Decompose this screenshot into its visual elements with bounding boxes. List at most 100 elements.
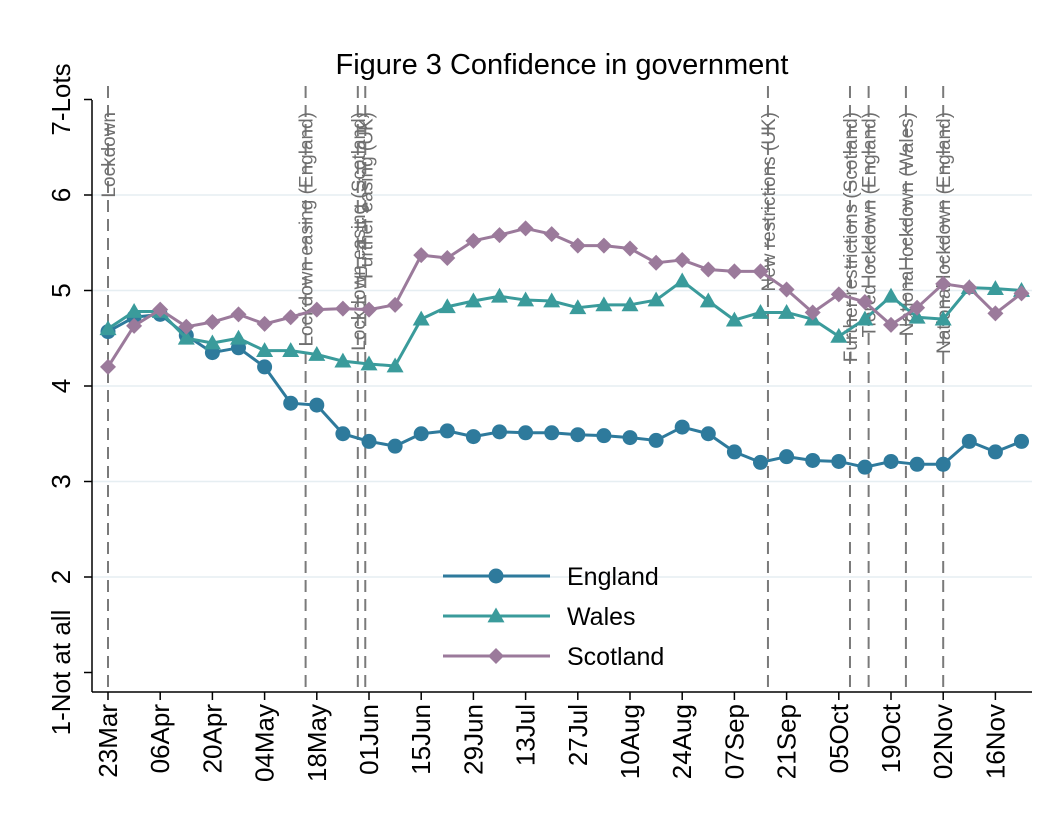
data-point-scotland: [334, 300, 351, 317]
x-tick-label: 18May: [302, 704, 332, 782]
y-tick-label: 2: [46, 570, 76, 584]
data-point-wales: [256, 342, 274, 358]
data-point-scotland: [622, 240, 638, 257]
data-point-england: [309, 397, 325, 413]
x-tick-label: 16Nov: [980, 704, 1010, 779]
data-point-scotland: [804, 304, 821, 321]
data-point-wales: [830, 327, 848, 343]
data-point-wales: [569, 299, 587, 315]
legend-marker-england: [488, 568, 504, 584]
x-tick-label: 05Oct: [824, 703, 854, 773]
data-point-england: [805, 452, 821, 468]
data-point-scotland: [1013, 285, 1030, 302]
data-point-wales: [125, 303, 143, 318]
data-point-wales: [908, 308, 926, 324]
data-point-scotland: [830, 286, 847, 303]
x-tick-label: 02Nov: [928, 704, 958, 779]
data-point-scotland: [413, 247, 430, 264]
data-point-england: [518, 425, 534, 441]
data-point-scotland: [674, 251, 691, 268]
axes: 1-Not at all 2 3 4 5 6 7-Lots 23Mar 06Apr 20Apr 04…: [46, 63, 1032, 782]
data-point-wales: [438, 298, 456, 314]
y-tick-label: 3: [46, 474, 76, 488]
data-point-wales: [412, 310, 430, 326]
legend-item-england: England: [443, 563, 659, 591]
data-point-scotland: [752, 263, 769, 280]
event-label: Tiered lockdown (England): [860, 112, 881, 337]
data-point-scotland: [308, 301, 325, 318]
data-point-england: [361, 433, 377, 449]
event-markers: Lockdown Lockdown easing (England) Lockdow…: [99, 86, 955, 692]
data-point-england: [935, 456, 951, 472]
series-scotland: [100, 220, 1030, 375]
legend-item-scotland: Scotland: [443, 643, 664, 671]
legend-label-scotland: Scotland: [567, 643, 664, 671]
data-point-wales: [699, 292, 717, 308]
data-point-england: [857, 459, 873, 475]
x-tick-label: 15Jun: [406, 704, 436, 775]
data-point-scotland: [256, 315, 273, 332]
data-point-england: [700, 426, 716, 442]
data-point-england: [831, 453, 847, 469]
data-point-england: [283, 395, 299, 411]
data-point-england: [648, 432, 664, 448]
data-point-wales: [621, 296, 639, 312]
data-point-wales: [778, 303, 796, 319]
data-point-scotland: [282, 309, 299, 326]
data-point-england: [883, 453, 899, 469]
data-point-scotland: [569, 237, 586, 254]
data-point-scotland: [700, 261, 717, 278]
x-tick-label: 10Aug: [615, 704, 645, 779]
data-point-england: [622, 430, 638, 446]
data-point-wales: [464, 292, 482, 308]
data-point-england: [779, 449, 795, 465]
data-point-england: [570, 427, 586, 443]
legend-marker-wales: [487, 607, 505, 623]
data-point-scotland: [491, 227, 508, 244]
data-point-england: [257, 359, 273, 375]
data-point-wales: [856, 310, 874, 326]
data-point-wales: [491, 287, 508, 303]
y-tick-label: 6: [46, 188, 76, 202]
data-point-england: [387, 438, 403, 454]
data-point-wales: [230, 329, 247, 345]
x-tick-label: 19Oct: [876, 703, 906, 773]
series-line-wales: [107, 279, 1022, 368]
x-tick-label: 21Sep: [772, 704, 802, 779]
legend-marker-scotland: [488, 648, 504, 664]
data-point-england: [492, 424, 507, 440]
x-tick-label: 06Apr: [145, 704, 175, 774]
chart-title: Figure 3 Confidence in government: [336, 49, 789, 81]
data-point-scotland: [883, 316, 899, 333]
legend-label-wales: Wales: [567, 603, 636, 631]
event-label: Further easing (UK): [356, 112, 377, 279]
y-tick-label: 4: [46, 379, 76, 393]
data-point-wales: [647, 291, 665, 307]
data-point-scotland: [361, 301, 377, 318]
series-england: [100, 306, 1029, 475]
data-point-england: [439, 423, 455, 439]
data-point-wales: [595, 296, 613, 312]
data-point-wales: [517, 291, 535, 307]
data-point-wales: [99, 320, 117, 336]
data-point-england: [753, 454, 768, 470]
data-point-scotland: [595, 237, 612, 254]
y-tick-label: 5: [46, 283, 76, 297]
data-point-scotland: [961, 279, 978, 296]
data-point-scotland: [856, 293, 873, 310]
data-point-england: [674, 419, 690, 435]
data-point-scotland: [543, 226, 560, 243]
x-tick-label: 04May: [250, 704, 280, 782]
event-label: National lockdown (Wales): [897, 112, 918, 336]
x-tick-label: 24Aug: [667, 704, 697, 779]
data-point-wales: [752, 303, 769, 319]
data-point-scotland: [204, 314, 221, 331]
x-tick-label: 13Jul: [511, 704, 541, 766]
y-tick-label: 7-Lots: [46, 63, 76, 135]
data-point-scotland: [126, 317, 143, 334]
data-point-scotland: [648, 254, 665, 271]
data-point-wales: [203, 334, 221, 350]
data-point-england: [1014, 433, 1029, 449]
